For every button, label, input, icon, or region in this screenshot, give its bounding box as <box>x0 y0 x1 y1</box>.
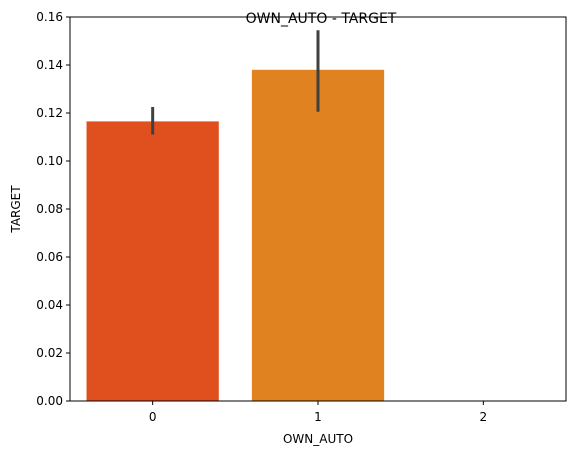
x-tick-label: 1 <box>314 410 322 424</box>
x-tick-label: 2 <box>480 410 488 424</box>
y-tick-label: 0.12 <box>36 106 63 120</box>
x-tick-label: 0 <box>149 410 157 424</box>
x-axis-label: OWN_AUTO <box>283 432 353 446</box>
bar-1 <box>251 69 385 402</box>
y-tick-label: 0.02 <box>36 346 63 360</box>
y-tick-label: 0.08 <box>36 202 63 216</box>
y-tick-label: 0.14 <box>36 58 63 72</box>
y-tick-label: 0.06 <box>36 250 63 264</box>
y-axis: 0.00 0.02 0.04 0.06 0.08 0.10 0.12 0.14 0.16 <box>36 10 70 408</box>
y-axis-label: TARGET <box>9 185 23 234</box>
chart-title: OWN_AUTO - TARGET <box>246 11 397 27</box>
y-tick-label: 0.00 <box>36 394 63 408</box>
bar-0 <box>86 121 219 402</box>
y-tick-label: 0.04 <box>36 298 63 312</box>
plot-area <box>86 30 385 402</box>
y-tick-label: 0.16 <box>36 10 63 24</box>
x-axis: 0 1 2 <box>149 401 487 424</box>
y-tick-label: 0.10 <box>36 154 63 168</box>
